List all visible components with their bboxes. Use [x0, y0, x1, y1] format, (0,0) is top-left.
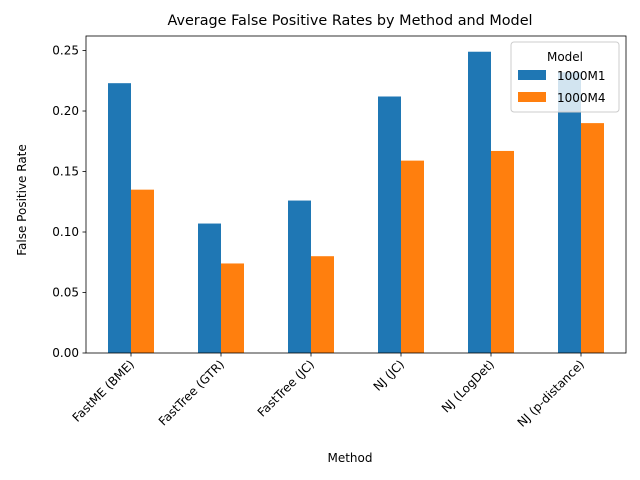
- bar-1000m1: [288, 200, 311, 353]
- y-tick-label: 0.05: [52, 286, 79, 300]
- legend-swatch: [518, 92, 546, 102]
- y-axis-ticks: 0.00 0.05 0.10 0.15 0.20 0.25: [52, 44, 86, 360]
- bar-1000m4: [491, 150, 514, 353]
- bar-1000m4: [401, 160, 424, 353]
- x-axis-ticks: FastME (BME) FastTree (GTR) FastTree (JC) N…: [70, 353, 587, 430]
- y-tick-label: 0.00: [52, 346, 79, 360]
- x-tick-label: NJ (LogDet): [439, 357, 497, 415]
- legend-title: Model: [547, 50, 583, 64]
- bar-1000m4: [581, 123, 604, 353]
- y-tick-label: 0.20: [52, 104, 79, 118]
- plot-frame: [85, 35, 627, 354]
- bar-1000m4: [131, 189, 154, 353]
- x-axis-label: Method: [327, 451, 372, 465]
- bar-1000m4: [311, 256, 334, 353]
- x-tick-label: FastTree (GTR): [156, 357, 227, 428]
- bar-1000m1: [108, 83, 131, 354]
- bar-1000m1: [198, 223, 221, 353]
- x-tick-label: FastME (BME): [70, 357, 137, 424]
- legend-label: 1000M4: [557, 91, 606, 105]
- legend-swatch: [518, 70, 546, 80]
- bar-1000m4: [221, 263, 244, 353]
- x-tick-label: NJ (JC): [371, 357, 408, 394]
- y-tick-label: 0.15: [52, 165, 79, 179]
- y-tick-label: 0.25: [52, 44, 79, 58]
- bars-group: [108, 51, 604, 354]
- legend-label: 1000M1: [557, 69, 606, 83]
- legend: Model 1000M1 1000M4: [510, 41, 620, 113]
- chart-title: Average False Positive Rates by Method a…: [167, 13, 532, 29]
- x-tick-label: FastTree (JC): [255, 357, 317, 419]
- y-axis-label: False Positive Rate: [15, 144, 29, 256]
- bar-1000m1: [468, 51, 491, 354]
- bar-1000m1: [378, 96, 401, 353]
- y-tick-label: 0.10: [52, 225, 79, 239]
- bar-1000m1: [558, 72, 581, 354]
- x-tick-label: NJ (p-distance): [515, 357, 587, 429]
